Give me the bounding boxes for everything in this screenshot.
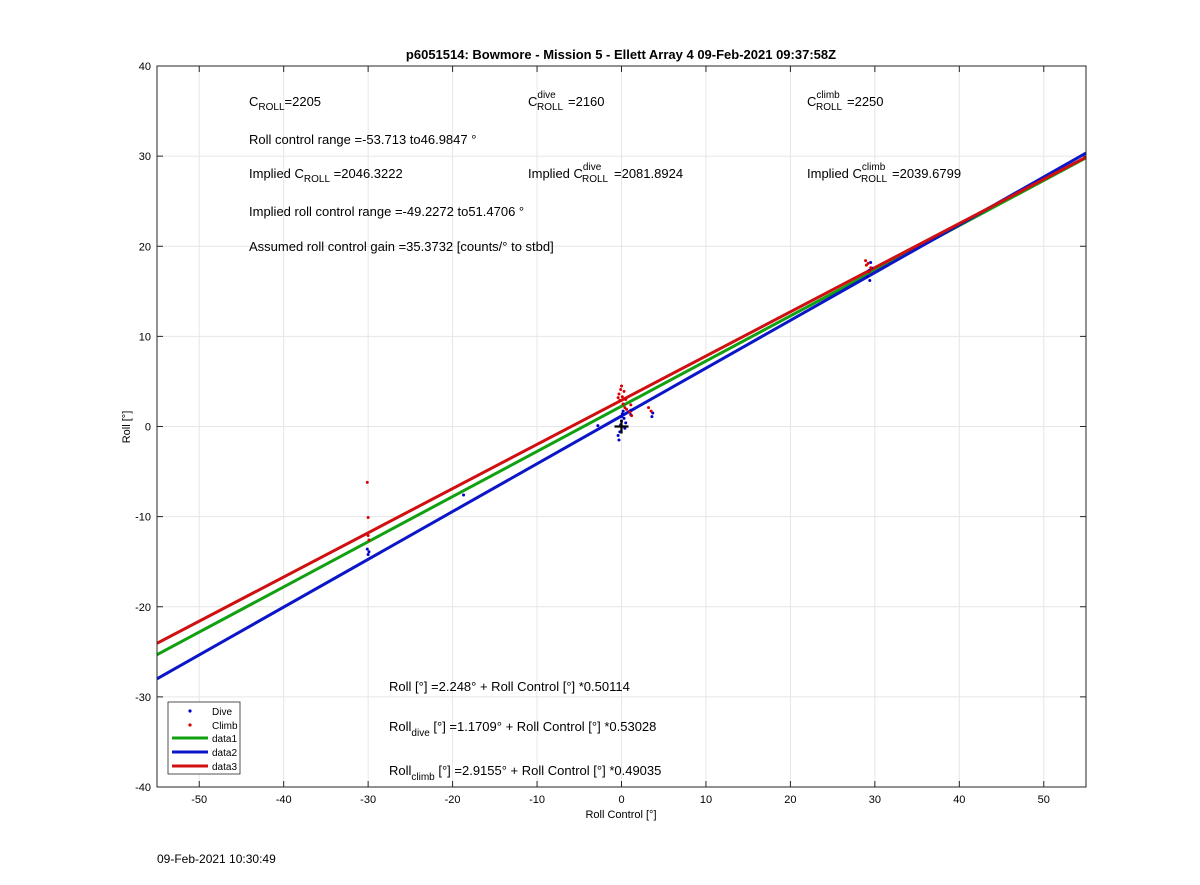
annotation-implied-c-roll-dive: Implied Cdive ROLL =2081.8924 — [528, 162, 683, 185]
legend-dive-label: Dive — [212, 707, 232, 718]
dive-point — [650, 415, 654, 419]
annotation-fit-all: Roll [°] =2.248° + Roll Control [°] *0.5… — [389, 679, 630, 694]
climb-point — [622, 389, 626, 393]
climb-point — [620, 384, 623, 388]
climb-point — [367, 538, 371, 542]
climb-point — [620, 395, 624, 399]
climb-point — [869, 266, 873, 270]
climb-point — [366, 516, 370, 520]
annotation-assumed-gain: Assumed roll control gain =35.3732 [coun… — [249, 239, 554, 254]
annotation-c-roll-dive: Cdive ROLL =2160 — [528, 90, 605, 113]
x-tick-label: -10 — [529, 794, 545, 806]
markers — [614, 419, 629, 434]
dive-point — [596, 424, 600, 428]
dive-point — [869, 260, 873, 264]
climb-point — [618, 398, 622, 402]
x-tick-label: -40 — [276, 794, 292, 806]
x-tick-label: -30 — [360, 794, 376, 806]
annotation-fit-climb: Rollclimb [°] =2.9155° + Roll Control [°… — [389, 763, 661, 783]
climb-point — [365, 480, 369, 484]
dive-point — [620, 412, 624, 416]
climb-point — [619, 388, 623, 392]
dive-point — [617, 438, 621, 442]
dive-point — [622, 416, 626, 420]
y-tick-label: 20 — [139, 241, 151, 253]
annotation-fit-dive: Rolldive [°] =1.1709° + Roll Control [°]… — [389, 719, 656, 739]
annotation-roll-control-range: Roll control range =-53.713 to46.9847 ° — [249, 132, 476, 147]
fit-line-data3 — [156, 155, 1087, 645]
climb-point — [629, 403, 633, 407]
legend-data1-label: data1 — [212, 734, 237, 745]
ticks: -50 -40 -30 -20 -10 0 10 20 30 40 50 -40 -30 -20 -10 0 1… — [135, 61, 1086, 806]
climb-point — [649, 409, 653, 413]
dive-point — [365, 547, 369, 551]
dive-point — [616, 434, 620, 438]
dive-point — [367, 550, 371, 554]
x-tick-label: 40 — [953, 794, 965, 806]
climb-point — [867, 269, 871, 273]
y-tick-label: -40 — [135, 782, 151, 794]
dive-point — [624, 421, 628, 425]
climb-point — [366, 534, 370, 538]
x-axis-label: Roll Control [°] — [585, 809, 656, 821]
annotation-implied-c-roll-climb: Implied Cclimb ROLL =2039.6799 — [807, 162, 961, 185]
y-tick-label: 10 — [139, 331, 151, 343]
y-tick-label: -30 — [135, 692, 151, 704]
x-tick-label: 30 — [869, 794, 881, 806]
dive-point — [462, 493, 466, 497]
y-tick-label: -10 — [135, 512, 151, 524]
x-tick-label: 0 — [618, 794, 624, 806]
axes-box — [156, 65, 1087, 788]
climb-point — [625, 407, 629, 411]
dive-point — [865, 275, 869, 279]
annotation-implied-c-roll: Implied CROLL =2046.3222 — [249, 166, 403, 185]
climb-point — [628, 410, 632, 414]
x-tick-label: 20 — [784, 794, 796, 806]
y-axis-label: Roll [°] — [121, 411, 133, 444]
legend: Dive Climb data1 data2 data3 — [167, 701, 241, 775]
climb-point — [624, 397, 628, 401]
y-tick-label: -20 — [135, 602, 151, 614]
y-tick-label: 40 — [139, 61, 151, 73]
footer-timestamp: 09-Feb-2021 10:30:49 — [157, 852, 276, 866]
dive-point — [366, 552, 370, 556]
x-tick-label: -50 — [191, 794, 207, 806]
legend-data3-label: data3 — [212, 762, 237, 773]
climb-point — [616, 396, 620, 400]
climb-point — [864, 259, 868, 263]
annotation-implied-roll-control-range: Implied roll control range =-49.2272 to5… — [249, 204, 524, 219]
legend-data2-label: data2 — [212, 748, 237, 759]
x-tick-label: 10 — [700, 794, 712, 806]
data-points — [365, 259, 873, 556]
y-tick-label: 0 — [145, 422, 151, 434]
dive-point — [620, 415, 623, 419]
climb-point — [647, 406, 651, 410]
y-tick-label: 30 — [139, 151, 151, 163]
climb-point — [866, 261, 870, 265]
climb-point — [630, 414, 634, 418]
legend-dive-marker — [188, 709, 192, 713]
chart-title: p6051514: Bowmore - Mission 5 - Ellett A… — [406, 47, 836, 62]
dive-point — [868, 278, 872, 282]
x-tick-label: 50 — [1038, 794, 1050, 806]
climb-point — [617, 392, 621, 396]
annotation-c-roll: CROLL=2205 — [249, 94, 321, 113]
climb-point — [621, 402, 625, 406]
legend-climb-marker — [188, 723, 192, 727]
dive-point — [621, 409, 625, 413]
legend-climb-label: Climb — [212, 721, 238, 732]
annotation-c-roll-climb: Cclimb ROLL =2250 — [807, 90, 884, 113]
x-tick-label: -20 — [445, 794, 461, 806]
